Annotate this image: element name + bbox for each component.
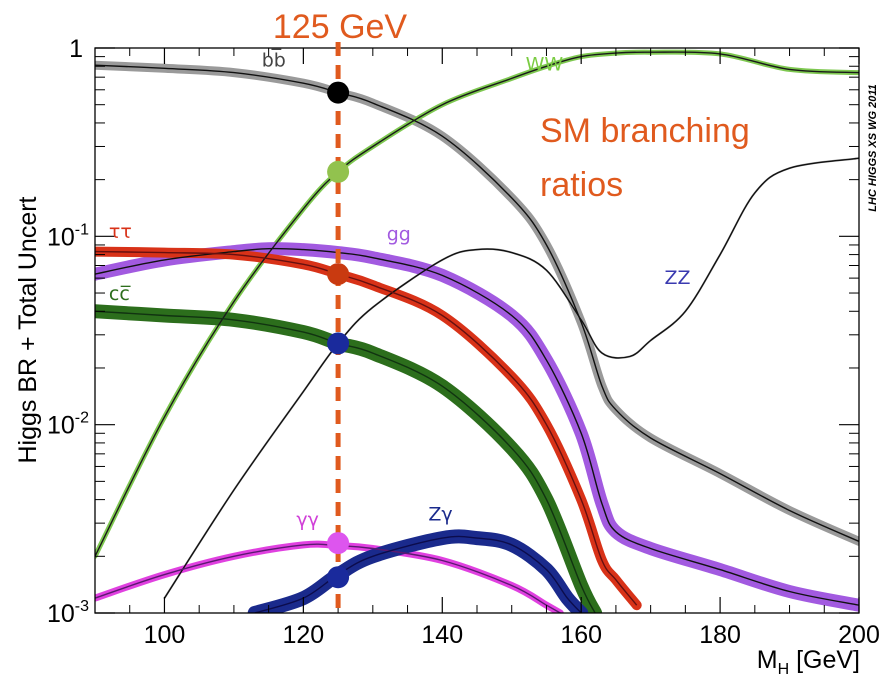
y-tick-base: 10 [47, 223, 75, 251]
series-label-gg-3: gg [387, 224, 411, 246]
chart-title: 125 GeV [273, 8, 408, 46]
y-tick-label: 10-2 [47, 410, 89, 440]
y-tick-label: 10-1 [47, 221, 89, 251]
marker-series-2 [327, 263, 350, 286]
annotation-line-2: ratios [540, 166, 623, 204]
x-tick-label: 180 [699, 621, 741, 649]
y-tick-exponent: -1 [75, 221, 89, 238]
series-label-ww-1: WW [526, 53, 564, 75]
y-tick-label: 1 [69, 35, 83, 63]
series-line-ww-1 [95, 51, 859, 557]
marker-series-4 [327, 532, 350, 555]
series-line-cc-5 [95, 310, 596, 613]
series-label-bb-0: bb̅ [262, 47, 286, 71]
x-tick-label: 100 [144, 621, 186, 649]
x-axis-label-unit: [GeV] [789, 646, 860, 674]
series-label-cc-5: cc̅ [109, 283, 131, 305]
series-line-z-7 [254, 535, 582, 613]
marker-ww-1 [327, 160, 350, 183]
marker-z-5 [327, 566, 350, 589]
x-tick-label: 120 [283, 621, 325, 649]
series-label-series-6: γγ [296, 509, 319, 531]
y-tick-base: 10 [47, 412, 75, 440]
series-line-series-6 [95, 543, 561, 613]
y-tick-base: 10 [47, 600, 75, 628]
series-line-gg-3 [95, 247, 859, 606]
y-tick-exponent: -3 [75, 598, 89, 615]
y-axis-label: Higgs BR + Total Uncert [14, 196, 42, 463]
series-band-gg-3 [95, 242, 859, 612]
series-label-zz-2: ZZ [665, 267, 691, 289]
credit-label: LHC HIGGS XS WG 2011 [867, 84, 879, 212]
x-tick-label: 160 [560, 621, 602, 649]
x-axis-label-main: M [757, 646, 778, 674]
x-axis-label-sub: H [778, 661, 790, 675]
x-tick-label: 140 [421, 621, 463, 649]
marker-dots [327, 81, 350, 589]
series-label-z-7: Zγ [428, 504, 452, 526]
series-line-series-4 [95, 250, 638, 606]
series-label-series-4: ττ [109, 221, 132, 243]
marker-zz-3 [327, 332, 350, 355]
x-axis-label: MH [GeV] [757, 646, 860, 675]
series-line-zz-2 [163, 157, 859, 599]
y-tick-label: 10-3 [47, 598, 89, 628]
annotation-line-1: SM branching [540, 112, 750, 150]
series-line-bb-0 [95, 64, 859, 543]
series-lines [95, 51, 859, 613]
y-tick-exponent: -2 [75, 410, 89, 427]
x-tick-label: 200 [838, 621, 880, 649]
series-labels: bb̅ WW ZZ gg ττ cc̅ γγ Zγ [109, 47, 691, 531]
marker-bb-0 [327, 81, 350, 104]
